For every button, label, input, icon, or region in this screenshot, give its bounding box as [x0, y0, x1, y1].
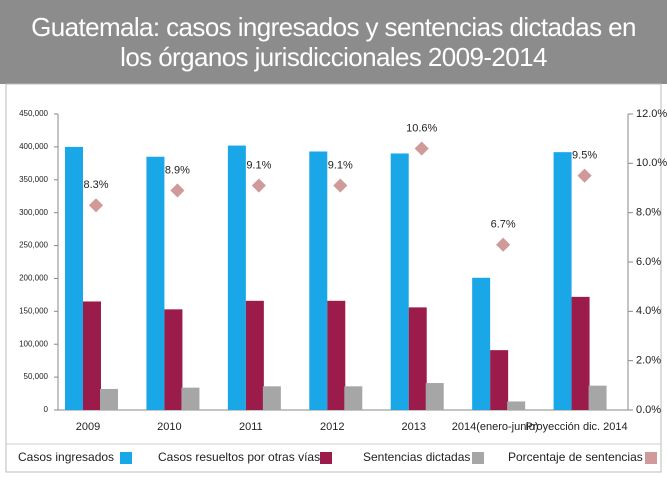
legend-label: Sentencias dictadas — [363, 450, 470, 464]
y-tick-label: 100,000 — [19, 339, 48, 348]
y-tick-label: 350,000 — [19, 175, 48, 184]
marker — [577, 168, 592, 183]
marker — [496, 237, 511, 252]
header: Guatemala: casos ingresados y sentencias… — [0, 0, 667, 84]
bar — [490, 350, 509, 410]
legend-label: Porcentaje de sentencias — [508, 450, 643, 464]
data-label: 6.7% — [491, 219, 516, 231]
bar — [262, 386, 281, 410]
bar — [553, 152, 572, 410]
marker — [170, 183, 185, 198]
bar — [327, 300, 346, 410]
legend-swatch — [645, 452, 657, 464]
y-tick-label: 450,000 — [19, 109, 48, 118]
marker — [251, 178, 266, 193]
y-tick-label: 150,000 — [19, 306, 48, 315]
bar — [83, 301, 101, 410]
y-tick-label: 200,000 — [19, 274, 48, 283]
data-label: 8.3% — [83, 179, 108, 191]
y2-tick-label: 0.0% — [636, 404, 661, 416]
marker — [414, 141, 429, 156]
bar — [227, 145, 246, 410]
bar — [164, 309, 183, 410]
x-tick-label: 2011 — [239, 421, 263, 433]
data-label: 9.1% — [328, 159, 353, 171]
bar — [100, 388, 118, 410]
x-tick-label: 2012 — [320, 421, 344, 433]
y-tick-label: 250,000 — [19, 241, 48, 250]
y2-tick-label: 10.0% — [636, 157, 667, 169]
bar — [425, 383, 444, 410]
y2-tick-label: 6.0% — [636, 256, 661, 268]
bar — [309, 151, 328, 410]
y-tick-label: 50,000 — [24, 372, 49, 381]
marker — [333, 178, 348, 193]
bar — [408, 307, 427, 410]
x-tick-label: 2013 — [401, 421, 425, 433]
bar — [344, 386, 363, 410]
bar — [245, 300, 264, 410]
bar — [472, 277, 491, 410]
data-label: 10.6% — [406, 122, 437, 134]
y2-tick-label: 2.0% — [636, 355, 661, 367]
legend-swatch — [472, 452, 484, 464]
bar — [390, 153, 409, 410]
x-tick-label: 2009 — [76, 421, 100, 433]
y-tick-label: 0 — [44, 405, 49, 414]
x-tick-label: Proyección dic. 2014 — [526, 421, 628, 433]
y2-tick-label: 8.0% — [636, 207, 661, 219]
y2-tick-label: 4.0% — [636, 305, 661, 317]
y2-tick-label: 12.0% — [636, 108, 667, 120]
data-label: 9.1% — [246, 159, 271, 171]
data-label: 9.5% — [572, 150, 597, 162]
x-tick-label: 2010 — [157, 421, 181, 433]
frame — [5, 83, 662, 473]
legend-label: Casos ingresados — [18, 450, 114, 464]
legend-swatch — [120, 452, 132, 464]
bar — [588, 385, 607, 410]
bar — [571, 296, 590, 410]
y-tick-label: 400,000 — [19, 142, 48, 151]
data-label: 8.9% — [165, 164, 190, 176]
bar — [146, 156, 165, 410]
legend-swatch — [320, 452, 332, 464]
bar — [65, 146, 83, 410]
chart-title: Guatemala: casos ingresados y sentencias… — [31, 12, 636, 72]
x-tick-label: 2014(enero-junio) — [452, 421, 539, 433]
legend-label: Casos resueltos por otras vías — [158, 450, 320, 464]
bar — [181, 387, 200, 410]
y-tick-label: 300,000 — [19, 208, 48, 217]
marker — [88, 198, 104, 213]
bar — [507, 401, 526, 410]
